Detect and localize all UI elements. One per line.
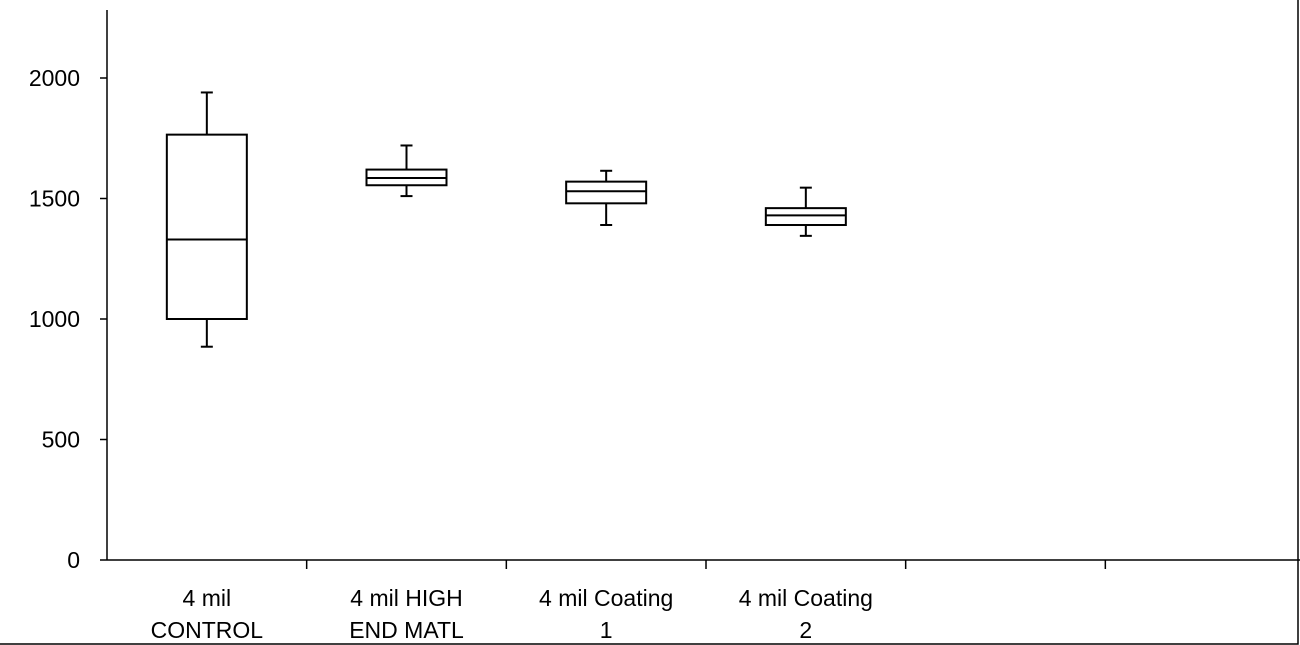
x-category-label-line: 4 mil Coating [739, 585, 873, 611]
box-3 [565, 169, 648, 227]
x-category-label-line: 4 mil Coating [539, 585, 673, 611]
x-category-label-line: 1 [600, 617, 613, 643]
x-category-label-line: END MATL [349, 617, 464, 643]
x-category-label: 4 mil HIGH END MATL [349, 585, 464, 643]
x-category-label-line: 4 mil [183, 585, 232, 611]
iqr-box [165, 133, 248, 320]
box-1 [165, 91, 248, 348]
y-tick-label: 0 [67, 547, 80, 573]
x-category-label: 4 mil Coating 2 [739, 585, 873, 643]
x-category-label-line: 4 mil HIGH [350, 585, 462, 611]
y-tick-label: 1000 [29, 306, 80, 332]
x-category-label-line: 2 [799, 617, 812, 643]
x-axis: 4 mil CONTROL 4 mil HIGH END MATL 4 mil Coat… [107, 559, 1300, 643]
box-2 [365, 144, 448, 198]
x-category-label-line: CONTROL [151, 617, 264, 643]
y-tick-label: 1500 [29, 186, 80, 212]
box-4 [764, 186, 847, 237]
x-category-label: 4 mil CONTROL [151, 585, 264, 643]
box-series [165, 91, 847, 348]
iqr-box [764, 207, 847, 227]
y-axis: 0 500 1000 1500 2000 [29, 10, 108, 573]
iqr-box [565, 180, 648, 205]
y-tick-label: 2000 [29, 65, 80, 91]
x-category-label: 4 mil Coating 1 [539, 585, 673, 643]
y-tick-label: 500 [42, 427, 80, 453]
